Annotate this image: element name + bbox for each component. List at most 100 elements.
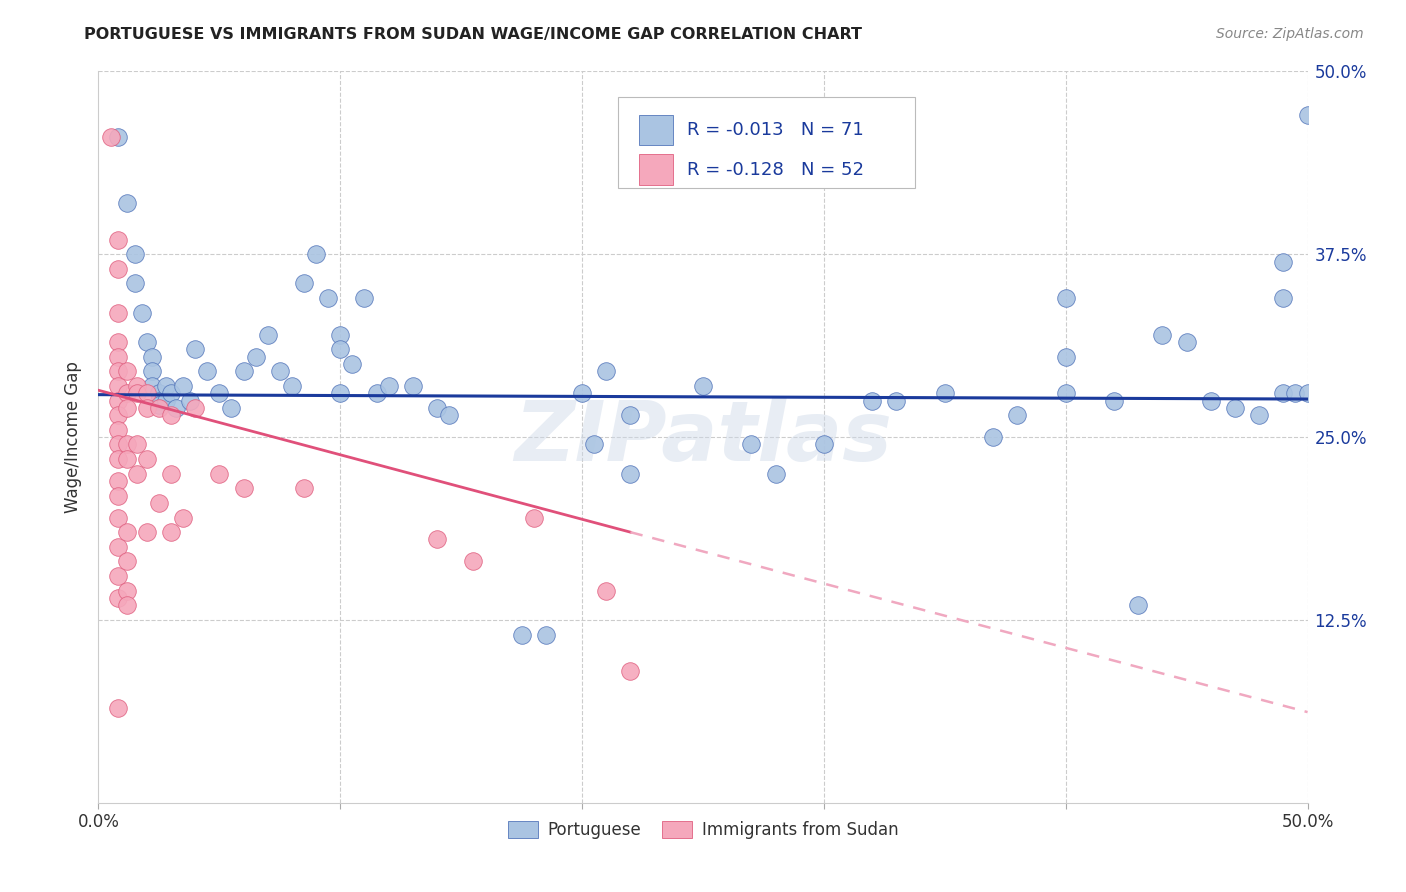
Point (886, 393, 908, 408)
Point (1007, 408, 1029, 422)
Point (117, 401, 139, 415)
Point (184, 343, 207, 357)
Point (179, 393, 201, 408)
Point (117, 452, 139, 467)
Point (160, 525, 183, 540)
Point (107, 489, 129, 503)
Point (208, 467, 231, 481)
FancyBboxPatch shape (619, 97, 915, 188)
Point (131, 306, 153, 320)
Point (117, 437, 139, 451)
Point (1175, 334, 1198, 349)
Point (1272, 386, 1295, 401)
Point (232, 364, 254, 378)
Point (1223, 401, 1246, 415)
Point (1199, 393, 1222, 408)
FancyBboxPatch shape (638, 154, 673, 185)
Point (571, 386, 593, 401)
Text: R = -0.128   N = 52: R = -0.128 N = 52 (688, 161, 865, 178)
Point (117, 599, 139, 613)
Point (463, 554, 485, 568)
Point (437, 408, 460, 422)
Point (135, 401, 157, 415)
Point (534, 627, 557, 641)
Point (619, 408, 641, 422)
Point (117, 386, 139, 401)
Point (148, 386, 170, 401)
Point (366, 386, 388, 401)
Point (813, 437, 835, 451)
Point (107, 569, 129, 583)
Point (232, 481, 254, 495)
Point (117, 525, 139, 540)
Point (292, 481, 315, 495)
Point (1152, 327, 1174, 342)
Point (583, 437, 606, 451)
Point (127, 467, 149, 481)
Point (619, 664, 641, 678)
Point (135, 386, 157, 401)
Point (195, 364, 218, 378)
Point (1054, 386, 1077, 401)
Text: PORTUGUESE VS IMMIGRANTS FROM SUDAN WAGE/INCOME GAP CORRELATION CHART: PORTUGUESE VS IMMIGRANTS FROM SUDAN WAGE… (84, 27, 862, 42)
Point (221, 401, 243, 415)
Point (595, 364, 617, 378)
Point (107, 408, 129, 422)
Point (107, 364, 129, 378)
Point (107, 591, 129, 605)
Point (148, 398, 170, 412)
Point (160, 467, 183, 481)
Point (100, 130, 122, 145)
Point (148, 496, 170, 510)
Point (135, 525, 157, 540)
Point (1102, 393, 1125, 408)
Point (256, 327, 278, 342)
Point (107, 452, 129, 467)
Point (1272, 291, 1295, 305)
Y-axis label: Wage/Income Gap: Wage/Income Gap (65, 361, 83, 513)
Point (117, 364, 139, 378)
Point (107, 334, 129, 349)
Point (765, 467, 787, 481)
Point (107, 423, 129, 437)
Point (860, 393, 883, 408)
Point (135, 334, 157, 349)
Point (329, 327, 352, 342)
Point (155, 379, 177, 393)
Point (124, 247, 146, 261)
Point (692, 379, 714, 393)
Point (1284, 386, 1306, 401)
Point (740, 437, 762, 451)
Point (595, 583, 617, 598)
Point (107, 306, 129, 320)
Point (619, 467, 641, 481)
Point (316, 291, 339, 305)
Point (208, 386, 231, 401)
Point (523, 510, 546, 524)
Point (281, 379, 304, 393)
Point (1128, 599, 1150, 613)
Point (117, 583, 139, 598)
Point (127, 437, 149, 451)
Point (426, 533, 449, 547)
Point (269, 364, 291, 378)
Point (1272, 254, 1295, 268)
Point (1296, 386, 1319, 401)
Point (107, 540, 129, 554)
Point (107, 700, 129, 714)
Text: Source: ZipAtlas.com: Source: ZipAtlas.com (1216, 27, 1364, 41)
Point (172, 510, 194, 524)
Point (107, 350, 129, 364)
Point (107, 474, 129, 488)
Point (135, 452, 157, 467)
Point (141, 350, 163, 364)
Point (1296, 108, 1319, 122)
Point (329, 386, 352, 401)
Text: ZIPatlas: ZIPatlas (515, 397, 891, 477)
Point (184, 401, 207, 415)
Point (934, 386, 956, 401)
Point (148, 393, 170, 408)
Point (107, 510, 129, 524)
Point (127, 386, 149, 401)
Point (1249, 408, 1271, 422)
